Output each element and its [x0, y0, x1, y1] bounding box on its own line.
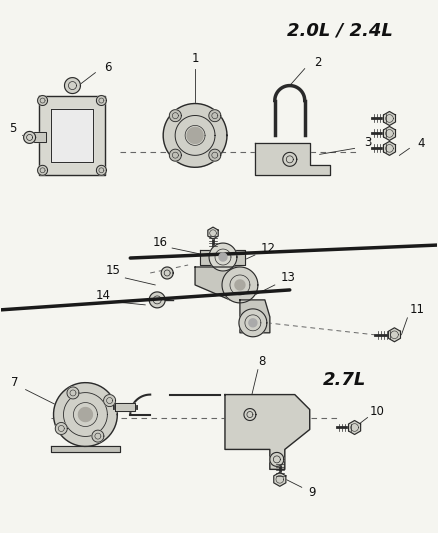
Polygon shape [195, 267, 250, 300]
Polygon shape [53, 383, 117, 447]
Polygon shape [39, 95, 106, 175]
Polygon shape [208, 227, 218, 239]
Polygon shape [200, 250, 245, 265]
Polygon shape [92, 430, 104, 442]
Polygon shape [96, 165, 106, 175]
Text: 16: 16 [153, 236, 168, 248]
Polygon shape [255, 143, 330, 175]
Text: 8: 8 [258, 355, 265, 368]
Polygon shape [163, 103, 227, 167]
Text: 6: 6 [105, 61, 112, 74]
Polygon shape [383, 141, 396, 155]
Text: 2: 2 [314, 56, 321, 69]
Polygon shape [235, 280, 245, 290]
Polygon shape [249, 319, 257, 327]
Text: 10: 10 [370, 405, 385, 418]
Text: 15: 15 [106, 264, 121, 278]
Polygon shape [349, 421, 360, 434]
Text: 2.0L / 2.4L: 2.0L / 2.4L [287, 22, 392, 40]
Polygon shape [38, 95, 48, 106]
Text: 14: 14 [96, 289, 111, 302]
Polygon shape [239, 309, 267, 337]
Polygon shape [78, 408, 92, 422]
Polygon shape [283, 152, 297, 166]
Text: 2.7L: 2.7L [323, 370, 366, 389]
Text: 4: 4 [417, 137, 425, 150]
Polygon shape [161, 267, 173, 279]
Polygon shape [24, 132, 35, 143]
Polygon shape [170, 149, 181, 161]
Polygon shape [64, 78, 81, 94]
Polygon shape [50, 109, 93, 163]
Polygon shape [209, 149, 221, 161]
Text: 13: 13 [280, 271, 295, 285]
Polygon shape [383, 126, 396, 140]
Polygon shape [34, 132, 46, 142]
Polygon shape [209, 110, 221, 122]
Polygon shape [383, 111, 396, 125]
Polygon shape [225, 394, 310, 470]
Polygon shape [240, 300, 270, 333]
Polygon shape [149, 292, 165, 308]
Polygon shape [209, 243, 237, 271]
Polygon shape [104, 394, 116, 407]
Polygon shape [219, 253, 227, 261]
Polygon shape [270, 453, 284, 466]
Polygon shape [115, 402, 135, 410]
Text: 12: 12 [260, 241, 276, 255]
Polygon shape [55, 423, 67, 434]
Text: 5: 5 [9, 122, 16, 135]
Polygon shape [187, 127, 203, 143]
Polygon shape [50, 447, 120, 453]
Text: 9: 9 [308, 486, 315, 499]
Polygon shape [389, 328, 400, 342]
Polygon shape [67, 387, 79, 399]
Text: 11: 11 [410, 303, 425, 317]
Polygon shape [274, 472, 286, 486]
Text: 7: 7 [11, 376, 18, 389]
Polygon shape [244, 409, 256, 421]
Polygon shape [222, 267, 258, 303]
Polygon shape [38, 165, 48, 175]
Polygon shape [170, 110, 181, 122]
Text: 1: 1 [191, 52, 199, 65]
Text: 3: 3 [364, 136, 371, 149]
Polygon shape [96, 95, 106, 106]
